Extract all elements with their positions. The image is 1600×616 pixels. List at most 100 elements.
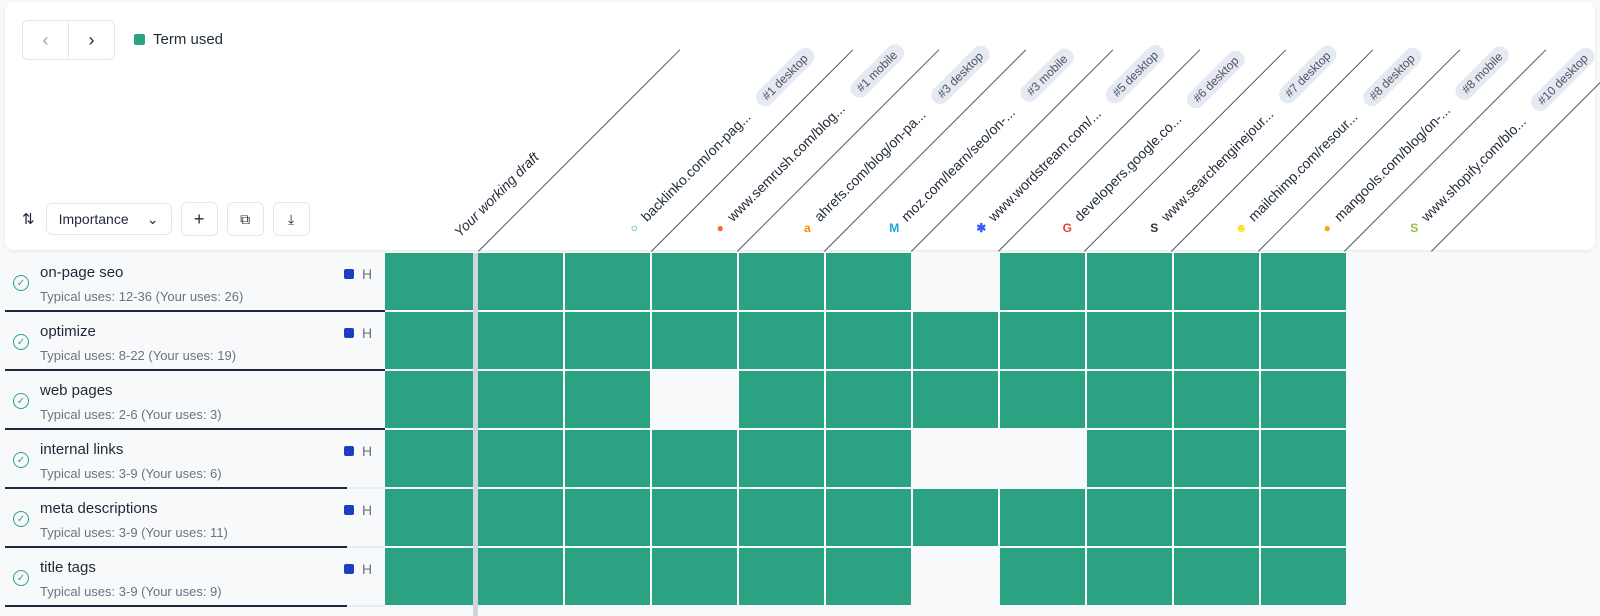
mailchimp-logo-icon: ☻ [1234, 220, 1248, 235]
cell-used[interactable] [1174, 312, 1259, 369]
cell-used[interactable] [385, 371, 473, 428]
cell-used[interactable] [826, 430, 911, 487]
cell-used[interactable] [739, 489, 824, 546]
next-button[interactable]: › [68, 21, 114, 59]
legend: Term used [134, 31, 223, 48]
cell-used[interactable] [739, 371, 824, 428]
cell-used[interactable] [652, 548, 737, 605]
cell-used[interactable] [385, 430, 473, 487]
term-name: on-page seo [40, 264, 124, 281]
cell-unused[interactable] [652, 371, 737, 428]
cell-used[interactable] [739, 253, 824, 310]
term-row[interactable]: ✓ optimize Typical uses: 8-22 (Your uses… [0, 312, 385, 371]
term-row[interactable]: ✓ on-page seo Typical uses: 12-36 (Your … [0, 253, 385, 312]
download-button[interactable]: ⤓ [272, 202, 310, 236]
cell-used[interactable] [652, 489, 737, 546]
grid-row [385, 312, 1348, 369]
grid-row [385, 371, 1348, 428]
grid-row [385, 253, 1348, 310]
add-button[interactable]: + [180, 202, 218, 236]
cell-used[interactable] [385, 312, 473, 369]
copy-button[interactable]: ⧉ [226, 202, 264, 236]
sort-icon[interactable]: ⇅ [22, 211, 35, 228]
cell-used[interactable] [739, 312, 824, 369]
cell-used[interactable] [385, 253, 473, 310]
cell-used[interactable] [1087, 489, 1172, 546]
cell-used[interactable] [1000, 489, 1085, 546]
cell-used[interactable] [1261, 371, 1346, 428]
term-row[interactable]: ✓ web pages Typical uses: 2-6 (Your uses… [0, 371, 385, 430]
term-row[interactable]: ✓ meta descriptions Typical uses: 3-9 (Y… [0, 489, 385, 548]
cell-used[interactable] [1174, 371, 1259, 428]
cell-used[interactable] [826, 548, 911, 605]
cell-used[interactable] [739, 548, 824, 605]
cell-used[interactable] [826, 253, 911, 310]
cell-used[interactable] [1174, 430, 1259, 487]
sort-select[interactable]: Importance ⌄ [45, 203, 172, 235]
cell-used[interactable] [1261, 253, 1346, 310]
cell-used[interactable] [478, 548, 563, 605]
cell-used[interactable] [913, 371, 998, 428]
priority-label: H [362, 325, 373, 341]
grid-row [385, 489, 1348, 546]
cell-used[interactable] [1261, 489, 1346, 546]
cell-used[interactable] [1087, 253, 1172, 310]
cell-used[interactable] [1087, 548, 1172, 605]
cell-unused[interactable] [1000, 430, 1085, 487]
cell-used[interactable] [652, 430, 737, 487]
term-row[interactable]: ✓ internal links Typical uses: 3-9 (Your… [0, 430, 385, 489]
cell-used[interactable] [565, 430, 650, 487]
cell-used[interactable] [565, 312, 650, 369]
priority-badge: H [344, 443, 372, 459]
cell-used[interactable] [478, 430, 563, 487]
check-circle-icon: ✓ [13, 511, 29, 527]
cell-used[interactable] [1087, 312, 1172, 369]
cell-used[interactable] [1174, 548, 1259, 605]
cell-used[interactable] [565, 371, 650, 428]
cell-used[interactable] [1087, 371, 1172, 428]
priority-label: H [362, 502, 373, 518]
cell-used[interactable] [1261, 430, 1346, 487]
check-circle-icon: ✓ [13, 452, 29, 468]
cell-used[interactable] [826, 312, 911, 369]
cell-used[interactable] [652, 312, 737, 369]
cell-used[interactable] [1261, 548, 1346, 605]
priority-badge: H [344, 502, 372, 518]
cell-used[interactable] [1087, 430, 1172, 487]
cell-used[interactable] [826, 371, 911, 428]
cell-unused[interactable] [913, 430, 998, 487]
cell-used[interactable] [1261, 312, 1346, 369]
cell-used[interactable] [1000, 253, 1085, 310]
cell-used[interactable] [1000, 312, 1085, 369]
cell-used[interactable] [1000, 548, 1085, 605]
cell-used[interactable] [565, 489, 650, 546]
cell-used[interactable] [652, 253, 737, 310]
cell-used[interactable] [1000, 371, 1085, 428]
cell-used[interactable] [478, 253, 563, 310]
cell-used[interactable] [739, 430, 824, 487]
prev-button[interactable]: ‹ [42, 29, 49, 50]
cell-used[interactable] [478, 371, 563, 428]
plus-icon: + [193, 208, 205, 229]
cell-used[interactable] [385, 548, 473, 605]
cell-used[interactable] [913, 312, 998, 369]
cell-used[interactable] [913, 489, 998, 546]
typical-uses: Typical uses: 8-22 (Your uses: 19) [40, 348, 237, 363]
google-logo-icon: G [1062, 220, 1073, 235]
cell-used[interactable] [1174, 489, 1259, 546]
check-circle-icon: ✓ [13, 275, 29, 291]
cell-used[interactable] [565, 253, 650, 310]
cell-used[interactable] [478, 312, 563, 369]
cell-used[interactable] [385, 489, 473, 546]
cell-used[interactable] [565, 548, 650, 605]
cell-used[interactable] [1174, 253, 1259, 310]
cell-used[interactable] [478, 489, 563, 546]
cell-unused[interactable] [913, 548, 998, 605]
semrush-logo-icon: ● [717, 220, 725, 235]
cell-used[interactable] [826, 489, 911, 546]
cell-unused[interactable] [913, 253, 998, 310]
ahrefs-logo-icon: a [804, 220, 811, 235]
term-row[interactable]: ✓ title tags Typical uses: 3-9 (Your use… [0, 548, 385, 607]
check-circle-icon: ✓ [13, 334, 29, 350]
sej-logo-icon: S [1150, 220, 1159, 235]
